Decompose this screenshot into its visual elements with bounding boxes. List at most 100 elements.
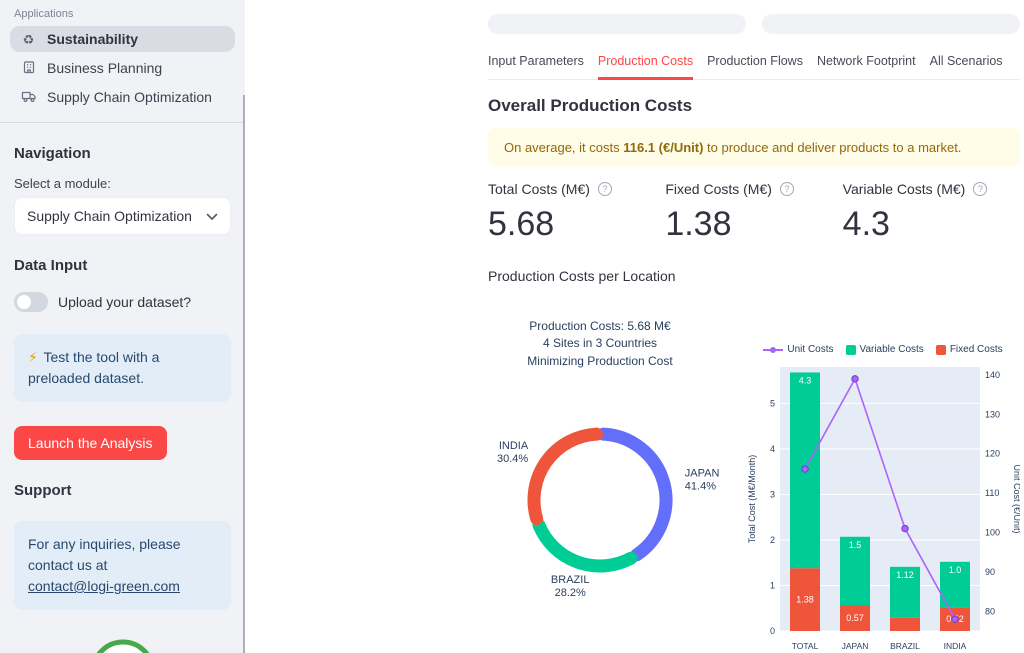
- x-tick-label: INDIA: [944, 641, 967, 651]
- metric-value: 5.68: [488, 205, 555, 243]
- donut-slice-india[interactable]: [527, 427, 604, 526]
- donut-slice-brazil[interactable]: [532, 518, 638, 573]
- metrics-row: Total Costs (M€) 5.68 Fixed Costs (M€) 1…: [488, 181, 1020, 244]
- preloaded-info-box: ⚡ Test the tool with a preloaded dataset…: [14, 334, 231, 402]
- bar-fixed-japan[interactable]: [840, 605, 870, 631]
- legend-marker: [763, 346, 784, 353]
- collapsed-widget-right[interactable]: [762, 14, 1020, 34]
- contact-email-link[interactable]: contact@logi-green.com: [28, 578, 180, 594]
- bar-label: 0.57: [846, 613, 864, 623]
- unit-costs-marker: [801, 465, 809, 473]
- svg-text:140: 140: [985, 370, 1000, 380]
- donut-label-india: INDIA 30.4%: [497, 440, 529, 465]
- metric-value: 4.3: [842, 205, 890, 243]
- app-item-label: Supply Chain Optimization: [47, 89, 212, 105]
- tab-input-parameters[interactable]: Input Parameters: [488, 54, 584, 68]
- svg-text:1: 1: [770, 580, 775, 590]
- bar-fixed-total[interactable]: [790, 568, 820, 631]
- help-icon[interactable]: [597, 182, 612, 196]
- metric-total-costs: Total Costs (M€) 5.68: [488, 181, 665, 244]
- banner-highlight: 116.1 (€/Unit): [623, 140, 704, 155]
- svg-text:100: 100: [985, 527, 1000, 537]
- svg-text:90: 90: [985, 567, 995, 577]
- bar-label: 1.12: [896, 570, 914, 580]
- sidebar: Applications ♻ Sustainability Business P…: [0, 0, 245, 653]
- support-box: For any inquiries, please contact us at …: [14, 521, 231, 610]
- upload-dataset-toggle[interactable]: [14, 292, 48, 312]
- production-costs-bar-chart: Unit Costs Variable Costs Fixed Costs 0 1 2 3 4…: [746, 292, 1022, 653]
- recycle-icon: ♻: [22, 31, 35, 47]
- x-tick-label: BRAZIL: [890, 641, 920, 651]
- legend-item-fixed-costs[interactable]: Fixed Costs: [935, 344, 1003, 355]
- sidebar-item-business-planning[interactable]: Business Planning: [10, 55, 235, 81]
- bar-label: 1.5: [849, 540, 862, 550]
- building-icon: [20, 60, 37, 76]
- donut-label-brazil: BRAZIL 28.2%: [551, 574, 590, 599]
- tab-bar: Input Parameters Production Costs Produc…: [488, 54, 1020, 80]
- tab-all-scenarios[interactable]: All Scenarios: [929, 54, 1003, 68]
- x-tick-label: TOTAL: [792, 641, 819, 651]
- unit-costs-line: [804, 376, 956, 620]
- x-tick-label: JAPAN: [842, 641, 869, 651]
- sidebar-item-supply-chain-optimization[interactable]: Supply Chain Optimization: [10, 84, 235, 110]
- left-axis-title: Total Cost (M€/Month): [747, 455, 757, 544]
- lightning-icon: ⚡: [28, 349, 38, 365]
- production-costs-donut-chart: Production Costs: 5.68 M€ 4 Sites in 3 Co…: [488, 292, 746, 653]
- truck-icon: [20, 90, 37, 105]
- svg-text:0: 0: [770, 626, 775, 636]
- svg-text:2: 2: [770, 535, 775, 545]
- sidebar-resize-handle[interactable]: [243, 95, 245, 653]
- bar-label: 4.3: [799, 375, 812, 385]
- app-item-label: Business Planning: [47, 60, 163, 76]
- bar-label: 1.38: [796, 595, 814, 605]
- data-input-heading: Data Input: [14, 257, 88, 274]
- bar-chart-svg: 0 1 2 3 4 5 80 90 100 110 120 130 140 4.3 1.38 TOTAL 1.5…: [747, 367, 1022, 651]
- main-area: Input Parameters Production Costs Produc…: [245, 0, 1024, 653]
- metric-fixed-costs: Fixed Costs (M€) 1.38: [665, 181, 842, 244]
- app-item-label: Sustainability: [47, 31, 139, 47]
- metric-label: Total Costs (M€): [488, 181, 590, 197]
- upload-toggle-label: Upload your dataset?: [58, 294, 192, 310]
- bar-variable-japan[interactable]: [840, 536, 870, 606]
- navigation-heading: Navigation: [14, 145, 91, 162]
- support-text: For any inquiries, please contact us at: [28, 536, 181, 573]
- legend-marker: [935, 344, 946, 355]
- average-cost-banner: On average, it costs 116.1 (€/Unit) to p…: [488, 128, 1020, 167]
- applications-label: Applications: [14, 8, 74, 20]
- collapsed-widget-left[interactable]: [488, 14, 746, 34]
- unit-costs-marker: [851, 375, 859, 383]
- tab-network-footprint[interactable]: Network Footprint: [816, 54, 916, 68]
- module-select-label: Select a module:: [14, 176, 111, 191]
- donut-label-japan: JAPAN 41.4%: [685, 468, 720, 493]
- bar-chart-legend: Unit Costs Variable Costs Fixed Costs: [746, 344, 1020, 355]
- launch-analysis-button[interactable]: Launch the Analysis: [14, 426, 167, 460]
- module-select[interactable]: Supply Chain Optimization: [14, 197, 231, 235]
- charts-row: Production Costs: 5.68 M€ 4 Sites in 3 Co…: [488, 292, 1022, 653]
- svg-text:130: 130: [985, 409, 1000, 419]
- bar-variable-brazil[interactable]: [890, 566, 920, 618]
- donut-slice-japan[interactable]: [596, 427, 673, 562]
- help-icon[interactable]: [779, 182, 794, 196]
- metric-value: 1.38: [665, 205, 732, 243]
- toggle-knob: [17, 295, 31, 309]
- legend-item-unit-costs[interactable]: Unit Costs: [763, 344, 834, 355]
- svg-text:120: 120: [985, 449, 1000, 459]
- legend-item-variable-costs[interactable]: Variable Costs: [845, 344, 924, 355]
- svg-text:80: 80: [985, 606, 995, 616]
- unit-costs-marker: [951, 615, 959, 623]
- top-widgets-row: [488, 14, 1020, 34]
- support-heading: Support: [14, 482, 72, 499]
- tab-production-costs[interactable]: Production Costs: [597, 54, 694, 80]
- bar-fixed-brazil[interactable]: [890, 617, 920, 631]
- tab-production-flows[interactable]: Production Flows: [707, 54, 803, 68]
- svg-text:4: 4: [770, 444, 775, 454]
- svg-text:5: 5: [770, 398, 775, 408]
- metric-label: Variable Costs (M€): [842, 181, 966, 197]
- help-icon[interactable]: [973, 182, 988, 196]
- section-label: Production Costs per Location: [488, 268, 676, 284]
- sidebar-item-sustainability[interactable]: ♻ Sustainability: [10, 26, 235, 52]
- legend-marker: [845, 344, 856, 355]
- svg-text:110: 110: [985, 488, 999, 498]
- bar-label: 1.0: [949, 565, 962, 575]
